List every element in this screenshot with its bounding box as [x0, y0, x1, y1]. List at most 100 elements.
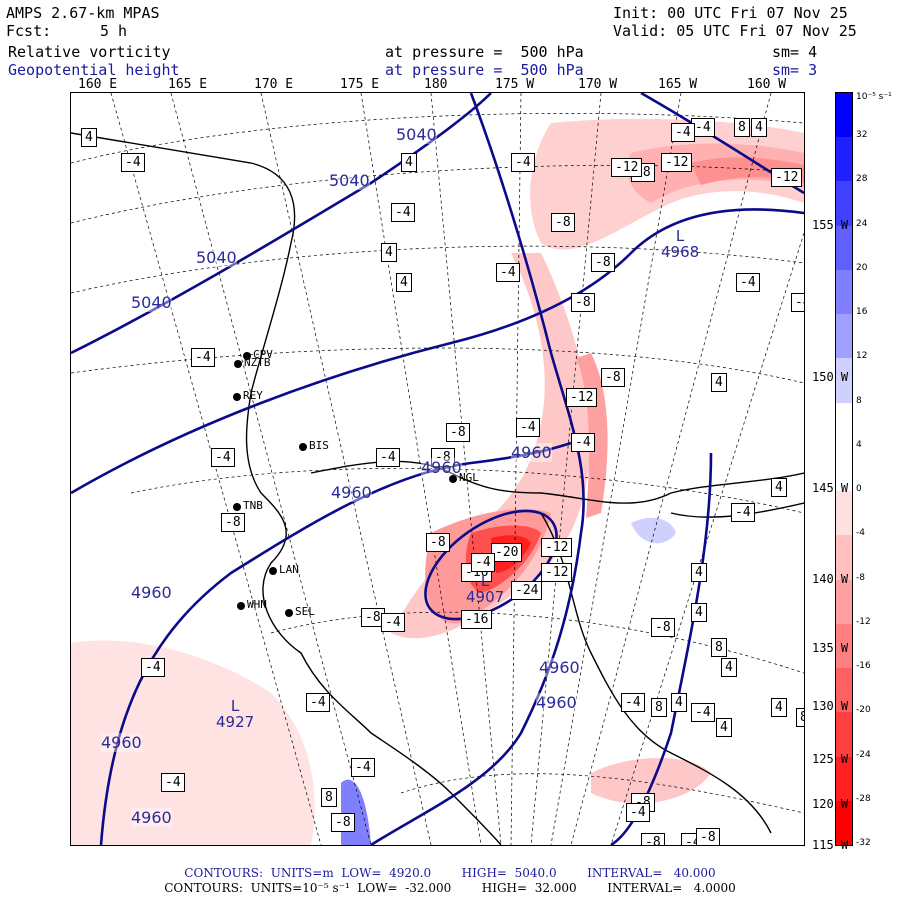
longitude-label: 165 E — [168, 77, 208, 92]
vorticity-label: 4 — [396, 273, 412, 292]
height-label: 5040 — [196, 248, 237, 267]
vorticity-label: -8 — [551, 213, 575, 232]
station-label: NZTB — [244, 356, 271, 369]
vorticity-label: -4 — [381, 613, 405, 632]
colorbar-swatch — [836, 358, 852, 404]
colorbar-swatch — [836, 314, 852, 359]
vorticity-label: -8 — [601, 368, 625, 387]
colorbar-swatch — [836, 756, 852, 802]
vorticity-label: -8 — [446, 423, 470, 442]
station-marker — [243, 352, 251, 360]
latitude-label: 125 W — [812, 752, 849, 766]
vorticity-label: 8 — [711, 638, 727, 657]
colorbar-tick: 0 — [856, 484, 862, 495]
latitude-label: 130 W — [812, 699, 849, 713]
colorbar-swatch — [836, 800, 852, 846]
height-label: 4960 — [511, 443, 552, 462]
colorbar-swatch — [836, 269, 852, 315]
latitude-label: 155 W — [812, 218, 849, 232]
vorticity-label: 8 — [651, 698, 667, 717]
colorbar-tick: 32 — [856, 130, 868, 141]
low-center-label: L 4968 — [661, 227, 700, 261]
colorbar-tick: -12 — [856, 616, 871, 627]
vorticity-label: 8 — [796, 708, 804, 727]
colorbar-swatch — [836, 623, 852, 669]
vorticity-label: -8 — [696, 828, 720, 845]
vorticity-label: -16 — [461, 610, 493, 629]
vorticity-label: -4 — [191, 348, 215, 367]
vorticity-label: 4 — [381, 243, 397, 262]
vorticity-label: 4 — [81, 128, 97, 147]
height-label: 4960 — [539, 658, 580, 677]
colorbar-swatch — [836, 668, 852, 713]
latitude-label: 120 W — [812, 797, 849, 811]
vorticity-label: -8 — [221, 513, 245, 532]
vorticity-label: -4 — [736, 273, 760, 292]
station-label: BIS — [309, 439, 329, 452]
vorticity-label: -4 — [791, 293, 804, 312]
coastline — [71, 132, 804, 845]
vorticity-label: -4 — [511, 153, 535, 172]
vorticity-label: -4 — [571, 433, 595, 452]
vorticity-label: -4 — [211, 448, 235, 467]
longitude-label: 160 E — [78, 77, 118, 92]
colorbar — [835, 92, 853, 846]
colorbar-swatch — [836, 712, 852, 758]
height-label: 4960 — [131, 808, 172, 827]
field1-smoothing: sm= 4 — [772, 43, 818, 61]
station-marker — [234, 360, 242, 368]
longitude-label: 165 W — [658, 77, 698, 92]
vorticity-label: 4 — [751, 118, 767, 137]
vorticity-label: -8 — [641, 833, 665, 845]
forecast-label: Fcst: — [6, 22, 52, 40]
station-label: WHN — [247, 598, 267, 611]
height-label: 4960 — [131, 583, 172, 602]
vorticity-label: 4 — [771, 478, 787, 497]
vorticity-label: -4 — [306, 693, 330, 712]
vorticity-label: -24 — [511, 581, 543, 600]
longitude-label: 170 E — [254, 77, 294, 92]
vorticity-label: 8 — [734, 118, 750, 137]
colorbar-tick: 12 — [856, 351, 868, 362]
latitude-label: 115 W — [812, 838, 849, 852]
latitude-label: 145 W — [812, 481, 849, 495]
vorticity-label: 4 — [671, 693, 687, 712]
vorticity-label: -4 — [626, 803, 650, 822]
station-marker — [269, 567, 277, 575]
colorbar-swatch — [836, 491, 852, 536]
station-marker — [237, 602, 245, 610]
colorbar-tick: -20 — [856, 705, 871, 716]
forecast-hour: 5 h — [100, 22, 128, 40]
colorbar-swatch — [836, 137, 852, 182]
vorticity-label: -8 — [361, 608, 385, 627]
vorticity-label: -4 — [351, 758, 375, 777]
vorticity-label: 4 — [691, 563, 707, 582]
graticule — [71, 93, 804, 845]
model-title: AMPS 2.67-km MPAS — [6, 4, 160, 22]
vorticity-label: -12 — [541, 538, 573, 557]
vorticity-label: -4 — [691, 118, 715, 137]
map-panel: 4-44-484-4-4-8-12-12-16-12-8-444-8-8-4-4… — [70, 92, 805, 846]
height-label: 4960 — [101, 733, 142, 752]
station-label: REY — [243, 389, 263, 402]
vorticity-label: 4 — [711, 373, 727, 392]
colorbar-swatch — [836, 402, 852, 448]
longitude-label: 170 W — [578, 77, 618, 92]
colorbar-swatch — [836, 579, 852, 625]
vorticity-label: -4 — [376, 448, 400, 467]
vorticity-label: -4 — [731, 503, 755, 522]
field2-level: at pressure = 500 hPa — [385, 61, 584, 79]
vorticity-label: -12 — [771, 168, 803, 187]
colorbar-tick: -4 — [856, 528, 865, 539]
vorticity-label: 4 — [721, 658, 737, 677]
height-label: 4960 — [331, 483, 372, 502]
vorticity-label: -8 — [431, 448, 455, 467]
vorticity-label: 4 — [401, 153, 417, 172]
vorticity-label: -8 — [651, 618, 675, 637]
colorbar-tick: 16 — [856, 307, 868, 318]
colorbar-swatch — [836, 181, 852, 227]
vorticity-label: -8 — [571, 293, 595, 312]
latitude-label: 150 W — [812, 370, 849, 384]
colorbar-tick: -32 — [856, 838, 871, 848]
colorbar-swatch — [836, 535, 852, 581]
